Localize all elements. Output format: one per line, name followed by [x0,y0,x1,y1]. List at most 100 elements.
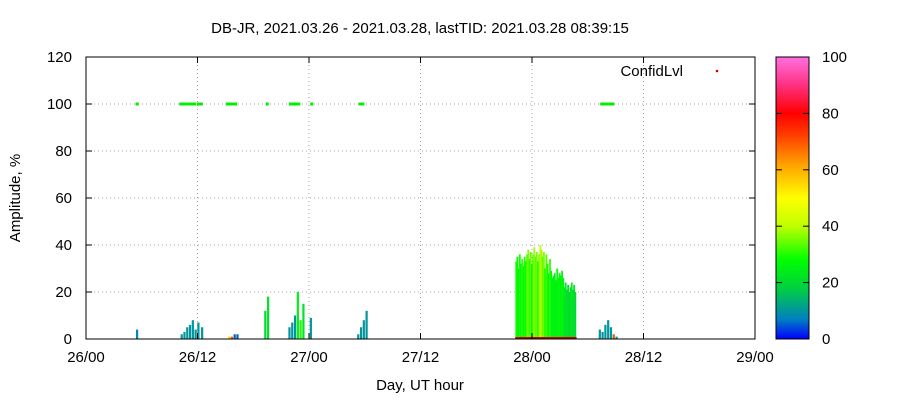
amplitude-bar [526,254,528,339]
amplitude-bar [194,329,197,339]
y-tick-label: 120 [47,49,72,66]
amplitude-bar [573,284,576,339]
amplitude-bar [197,322,200,339]
confidlvl-point [184,102,188,106]
x-tick-label: 26/00 [67,349,105,366]
amplitude-bar [562,277,565,339]
amplitude-bar [569,287,572,339]
confidlvl-point [361,102,365,106]
amplitude-bar [522,266,525,339]
amplitude-bar [563,287,566,339]
legend-label: ConfidLvl [620,63,683,80]
confidlvl-point [179,102,183,106]
amplitude-bar [546,263,549,339]
amplitude-bar [553,273,556,339]
amplitude-bar [537,261,539,339]
x-tick-label: 29/00 [736,349,774,366]
amplitude-bar [288,327,291,339]
confidlvl-point [294,102,298,106]
baseline-marker [515,337,577,339]
amplitude-bar [556,268,559,339]
confidlvl-point [196,102,200,106]
amplitude-bar [607,320,610,339]
amplitude-bar [568,292,571,339]
chart-title: DB-JR, 2021.03.26 - 2021.03.28, lastTID:… [211,20,629,37]
amplitude-bar [550,270,553,339]
amplitude-bar [524,261,527,339]
amplitude-bar [183,331,186,339]
x-axis-label: Day, UT hour [376,377,464,394]
y-tick-label: 100 [47,96,72,113]
amplitude-bar [549,259,551,339]
confidlvl-point [358,102,362,106]
amplitude-bar [359,327,363,339]
amplitude-bar [609,327,613,339]
colorbar-tick-label: 40 [822,218,839,235]
amplitude-bar [530,263,533,339]
amplitude-bar [615,336,618,339]
amplitude-bar [558,273,561,339]
amplitude-bar [264,310,267,339]
data-layer [135,102,618,339]
amplitude-bar [527,249,530,339]
amplitude-bar [296,292,299,339]
confidlvl-point [297,102,301,106]
amplitude-bar [561,270,563,339]
colorbar-tick-label: 60 [822,162,839,179]
legend: ConfidLvl [620,63,719,80]
colorbar-gradient [775,56,810,340]
confidlvl-point [182,102,186,106]
colorbar-tick-label: 80 [822,105,839,122]
amplitude-bar [598,329,601,339]
confidlvl-point [310,102,314,106]
amplitude-bar [515,261,518,339]
amplitude-bar [612,334,615,339]
amplitude-bar [201,327,204,339]
amplitude-bar [532,254,534,339]
confidlvl-point [288,102,292,106]
x-tick-label: 27/00 [290,349,328,366]
amplitude-bar [552,275,555,339]
x-tick-label: 28/00 [513,349,551,366]
colorbar-tick-label: 0 [822,331,830,348]
amplitude-bar [299,320,302,339]
amplitude-bar [535,252,538,339]
y-tick-label: 40 [55,237,72,254]
y-tick-label: 60 [55,190,72,207]
confidlvl-point [291,102,295,106]
colorbar: 0 20 40 60 80 100 [775,49,847,348]
amplitude-bar [191,320,194,339]
amplitude-bar [267,296,270,339]
confidlvl-point [608,102,612,106]
colorbar-ticks: 0 20 40 60 80 100 [776,49,847,348]
confidlvl-point [225,102,229,106]
grid-layer [86,57,755,339]
amplitude-bar [545,254,548,339]
y-tick-label: 0 [64,331,72,348]
amplitude-bar [534,256,537,339]
confidlvl-point [611,102,615,106]
amplitude-bar [188,324,192,339]
amplitude-bar [309,317,312,339]
amplitude-bar [518,254,521,339]
confidlvl-point [600,102,604,106]
y-tick-label: 80 [55,143,72,160]
amplitude-bar [574,292,577,339]
confidlvl-point [193,102,197,106]
amplitude-bar [302,303,305,339]
amplitude-bar [541,256,544,339]
amplitude-bar [551,277,554,339]
amplitude-bar [236,334,239,339]
amplitude-bar [572,289,574,339]
amplitude-bar [564,282,567,339]
amplitude-bar [180,334,183,339]
amplitude-bar [601,331,604,339]
x-tick-label: 26/12 [179,349,217,366]
amplitude-bar [136,329,139,339]
amplitude-bar [570,282,573,339]
amplitude-bar [539,245,542,339]
confidlvl-point [135,102,139,106]
amplitude-bar [227,336,231,339]
confidlvl-point [190,102,194,106]
